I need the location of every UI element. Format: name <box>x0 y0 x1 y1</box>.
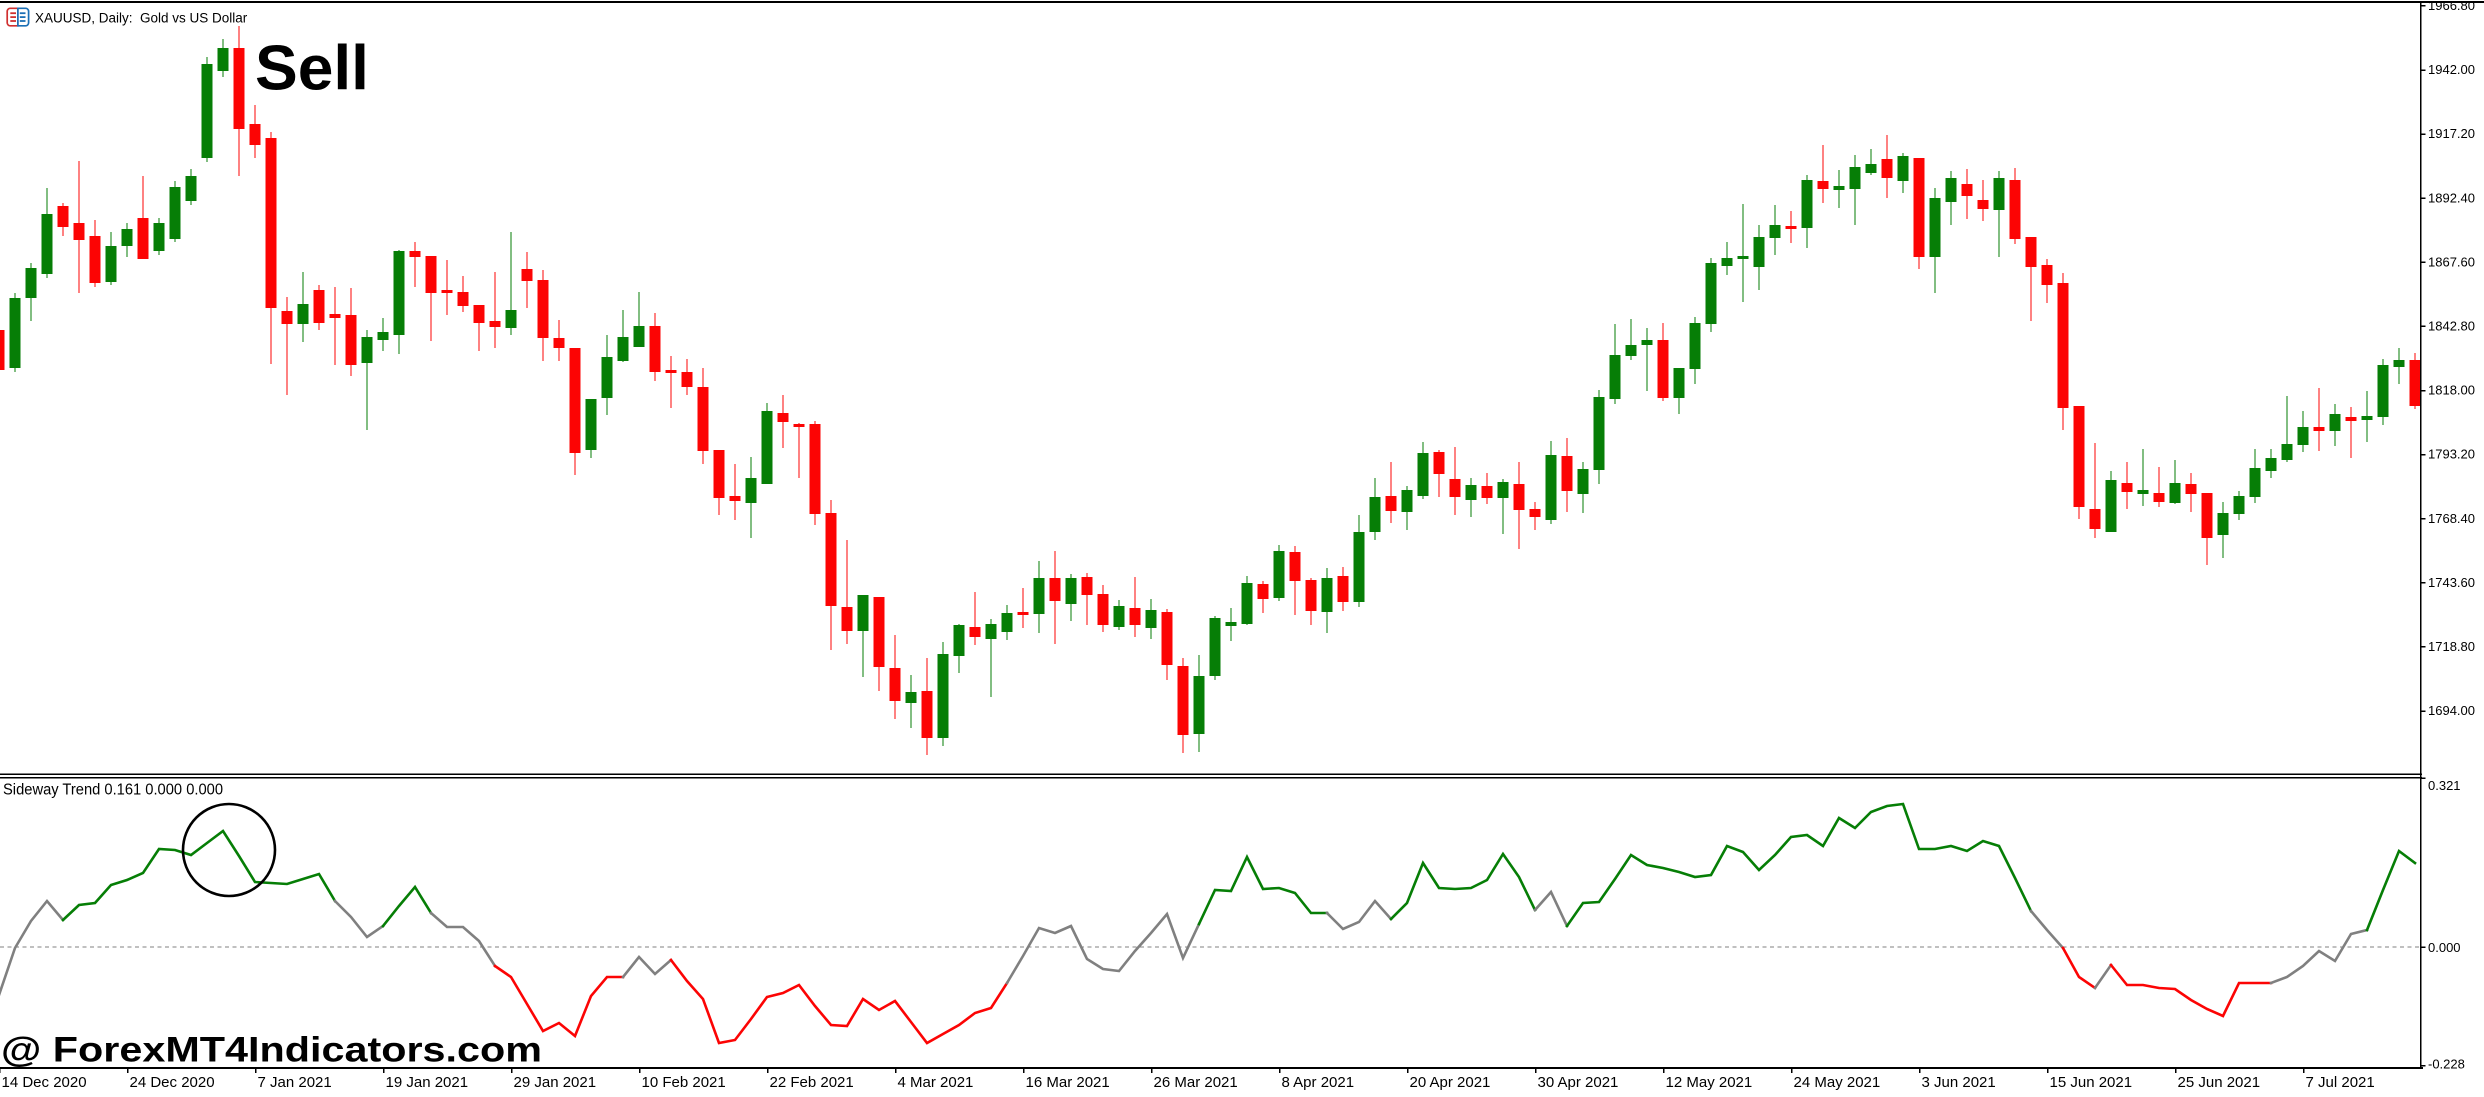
svg-text:0.000: 0.000 <box>2428 940 2461 955</box>
svg-text:1768.40: 1768.40 <box>2428 511 2475 526</box>
svg-text:@ ForexMT4Indicators.com: @ ForexMT4Indicators.com <box>1 1030 542 1070</box>
svg-text:Sell: Sell <box>255 34 369 104</box>
svg-text:25 Jun 2021: 25 Jun 2021 <box>2178 1074 2261 1091</box>
svg-text:1743.60: 1743.60 <box>2428 575 2475 590</box>
svg-text:16 Mar 2021: 16 Mar 2021 <box>1026 1074 1110 1091</box>
svg-text:1867.60: 1867.60 <box>2428 254 2475 269</box>
svg-text:22 Feb 2021: 22 Feb 2021 <box>770 1074 854 1091</box>
svg-text:Sideway Trend 0.161 0.000 0.00: Sideway Trend 0.161 0.000 0.000 <box>3 782 223 799</box>
svg-text:24 Dec 2020: 24 Dec 2020 <box>130 1074 215 1091</box>
svg-text:26 Mar 2021: 26 Mar 2021 <box>1154 1074 1238 1091</box>
svg-text:8 Apr 2021: 8 Apr 2021 <box>1282 1074 1355 1091</box>
svg-text:0.321: 0.321 <box>2428 778 2461 793</box>
svg-text:1966.80: 1966.80 <box>2428 0 2475 13</box>
svg-text:12 May 2021: 12 May 2021 <box>1666 1074 1753 1091</box>
svg-text:1818.00: 1818.00 <box>2428 383 2475 398</box>
svg-text:19 Jan 2021: 19 Jan 2021 <box>386 1074 469 1091</box>
svg-text:7 Jul 2021: 7 Jul 2021 <box>2306 1074 2375 1091</box>
svg-text:7 Jan 2021: 7 Jan 2021 <box>258 1074 332 1091</box>
svg-text:1718.80: 1718.80 <box>2428 639 2475 654</box>
svg-text:1917.20: 1917.20 <box>2428 126 2475 141</box>
svg-text:3 Jun 2021: 3 Jun 2021 <box>1922 1074 1996 1091</box>
svg-text:1842.80: 1842.80 <box>2428 319 2475 334</box>
svg-text:10 Feb 2021: 10 Feb 2021 <box>642 1074 726 1091</box>
svg-text:30 Apr 2021: 30 Apr 2021 <box>1538 1074 1619 1091</box>
svg-text:15 Jun 2021: 15 Jun 2021 <box>2050 1074 2133 1091</box>
svg-text:XAUUSD, Daily: Gold vs US Dol: XAUUSD, Daily: Gold vs US Dollar <box>35 10 248 25</box>
svg-text:1942.00: 1942.00 <box>2428 62 2475 77</box>
svg-text:24 May 2021: 24 May 2021 <box>1794 1074 1881 1091</box>
svg-text:29 Jan 2021: 29 Jan 2021 <box>514 1074 597 1091</box>
svg-text:1694.00: 1694.00 <box>2428 703 2475 718</box>
svg-text:14 Dec 2020: 14 Dec 2020 <box>2 1074 87 1091</box>
svg-text:20 Apr 2021: 20 Apr 2021 <box>1410 1074 1491 1091</box>
svg-text:1892.40: 1892.40 <box>2428 190 2475 205</box>
svg-text:4 Mar 2021: 4 Mar 2021 <box>898 1074 974 1091</box>
svg-text:1793.20: 1793.20 <box>2428 447 2475 462</box>
svg-text:-0.228: -0.228 <box>2428 1056 2465 1071</box>
